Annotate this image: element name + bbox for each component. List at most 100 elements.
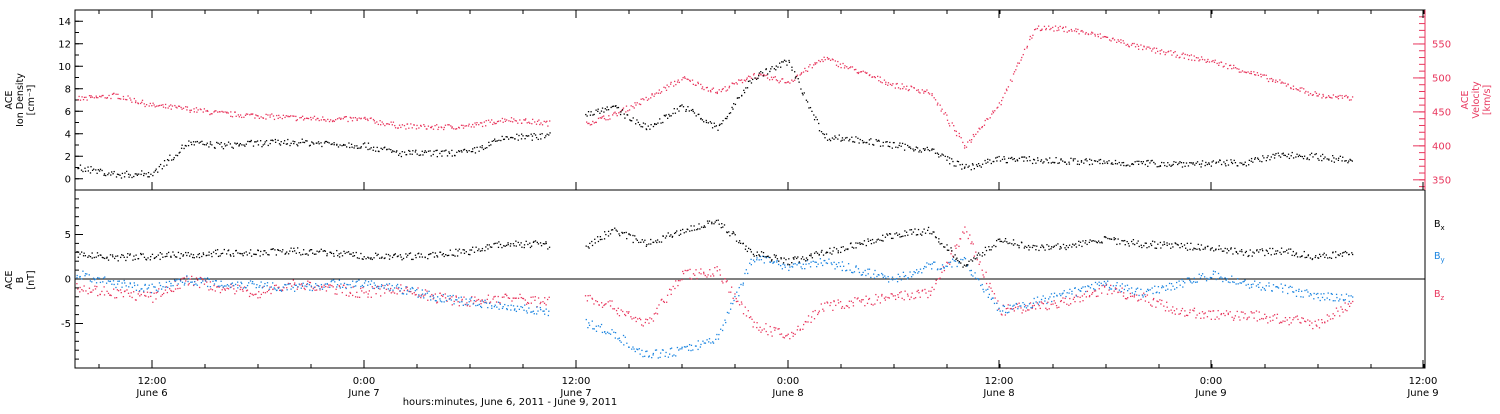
- by-series-point: [1291, 286, 1293, 288]
- by-series-point: [889, 278, 892, 280]
- velocity-series-point: [340, 117, 342, 119]
- bz-series-point: [700, 268, 702, 270]
- by-series-point: [308, 284, 311, 286]
- bz-series-point: [1273, 314, 1276, 316]
- density-series-point: [1245, 165, 1248, 167]
- density-series-point: [392, 150, 394, 152]
- density-series-point: [1173, 161, 1175, 163]
- density-series-point: [657, 122, 659, 124]
- bx-series-point: [798, 261, 800, 263]
- density-series-point: [893, 141, 895, 144]
- density-series-point: [87, 166, 89, 168]
- velocity-series-point: [195, 107, 198, 109]
- density-series-point: [1112, 163, 1114, 166]
- density-series-point: [91, 169, 94, 171]
- by-series-point: [824, 259, 826, 262]
- velocity-series-point: [1148, 46, 1150, 48]
- velocity-series-point: [1013, 71, 1016, 73]
- bz-series-point: [735, 297, 737, 300]
- bx-series-point: [456, 255, 459, 257]
- velocity-series-point: [1050, 27, 1052, 30]
- bz-series-point: [854, 297, 856, 299]
- by-series-point: [374, 284, 376, 286]
- by-series-point: [835, 263, 838, 266]
- by-series-point: [462, 304, 464, 306]
- bz-series-point: [1041, 302, 1043, 304]
- bx-series-point: [697, 228, 699, 230]
- bz-series-point: [653, 313, 655, 315]
- bz-series-point: [328, 284, 330, 286]
- density-series-point: [171, 159, 173, 161]
- bx-series-point: [1338, 254, 1340, 257]
- bz-series-point: [770, 331, 772, 333]
- bx-series-point: [1325, 254, 1328, 256]
- bx-series-point: [223, 248, 225, 251]
- by-series-point: [608, 332, 610, 335]
- density-series-point: [755, 78, 758, 80]
- velocity-series-point: [1045, 29, 1047, 31]
- bx-series-point: [381, 256, 383, 258]
- bz-series-point: [942, 266, 945, 268]
- density-series-point: [987, 158, 989, 161]
- bz-series-point: [939, 277, 941, 279]
- bx-series-point: [257, 249, 260, 252]
- velocity-series-point: [1041, 28, 1043, 30]
- density-series-point: [722, 119, 724, 122]
- bz-series-point: [392, 291, 394, 293]
- bx-series-point: [897, 234, 899, 236]
- velocity-series-point: [905, 88, 907, 90]
- bz-series-point: [1000, 313, 1003, 315]
- velocity-series-point: [741, 81, 744, 84]
- velocity-series-point: [785, 82, 787, 84]
- bz-series-point: [956, 244, 958, 246]
- density-series-point: [731, 106, 733, 109]
- velocity-series-point: [106, 96, 109, 99]
- velocity-series-point: [1153, 47, 1155, 49]
- velocity-series-point: [970, 139, 973, 141]
- density-series-point: [844, 137, 847, 139]
- bx-series-point: [1096, 242, 1099, 244]
- by-series-point: [153, 286, 155, 288]
- velocity-series-point: [1091, 31, 1093, 33]
- by-series-point: [402, 293, 405, 295]
- by-series-point: [605, 332, 607, 335]
- bx-series-point: [604, 231, 606, 233]
- by-series-point: [1208, 278, 1210, 280]
- bz-series-point: [1012, 308, 1015, 310]
- velocity-series-point: [296, 119, 298, 121]
- bz-series-point: [126, 289, 128, 291]
- density-series-point: [1074, 158, 1076, 160]
- bz-series-point: [512, 297, 514, 299]
- bz-series-point: [1184, 315, 1186, 317]
- bz-series-point: [1216, 316, 1218, 318]
- bx-series-point: [965, 265, 967, 267]
- density-series-point: [690, 109, 693, 112]
- bz-series-point: [786, 334, 788, 337]
- density-series-point: [187, 144, 190, 147]
- velocity-series-point: [307, 117, 310, 120]
- density-series-point: [367, 142, 370, 144]
- bz-series-point: [924, 288, 926, 291]
- by-series-point: [116, 283, 119, 285]
- bz-series-point: [286, 287, 288, 289]
- bz-series-point: [1045, 307, 1047, 309]
- density-series-point: [409, 153, 411, 155]
- by-series-point: [673, 354, 675, 356]
- velocity-series-point: [1194, 59, 1196, 62]
- density-series-point: [213, 146, 216, 149]
- density-series-point: [882, 141, 884, 144]
- density-series-point: [705, 119, 707, 122]
- density-series-point: [147, 171, 150, 174]
- density-series-point: [427, 150, 430, 152]
- bz-series-point: [91, 291, 93, 293]
- velocity-series-point: [108, 94, 110, 97]
- density-series-point: [1328, 159, 1330, 161]
- bx-series-point: [134, 258, 136, 261]
- density-series-point: [654, 123, 656, 125]
- bx-series-point: [1059, 248, 1061, 250]
- bx-series-point: [260, 250, 262, 253]
- by-series-point: [1089, 287, 1092, 289]
- density-series-point: [1149, 162, 1151, 164]
- bx-series-point: [517, 241, 519, 244]
- bx-series-point: [717, 219, 719, 221]
